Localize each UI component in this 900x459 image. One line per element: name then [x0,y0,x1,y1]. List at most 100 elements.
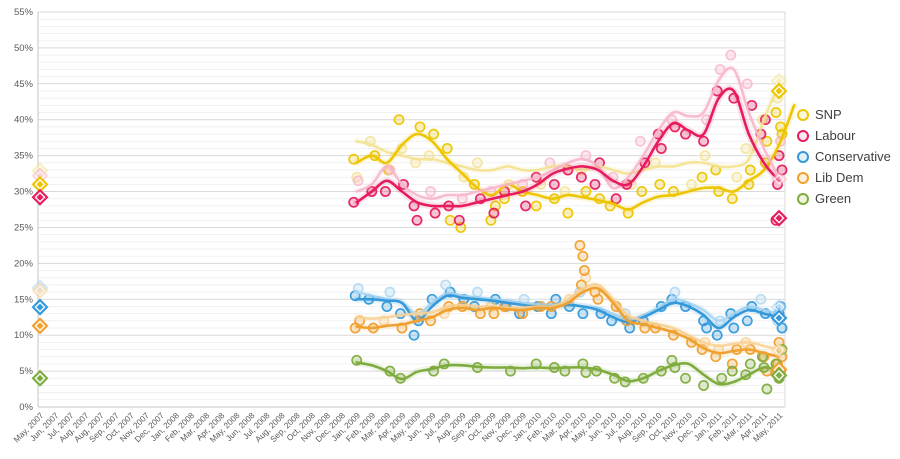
labour-trend-lines [353,64,783,210]
snp-poll-point [444,214,456,226]
lib-dem-trend-lines [353,280,783,361]
lib-dem-poll-point [574,239,586,251]
y-tick-label: 55% [14,7,34,18]
labour-poll-point [453,214,465,226]
green-trend-line [355,361,781,386]
election-result-diamonds [31,72,788,387]
snp-poll-point [744,164,756,176]
snp-poll-point [471,157,483,169]
conservative-poll-point [701,322,713,334]
green-2007-regional-result-diamond [31,369,49,387]
green-trend-lines [353,359,783,388]
y-tick-label: 45% [14,79,34,90]
snp-trend-line-pale [355,82,781,175]
snp-2011-constituency-result-diamond [770,72,788,90]
green-poll-point [726,365,738,377]
y-tick-label: 20% [14,258,34,269]
lib-dem-trend-line [355,286,781,358]
green-marker-icon [797,193,809,205]
conservative-marker-icon [797,151,809,163]
labour-2011-constituency-result-diamond [770,170,788,188]
legend-item-green: Green [797,192,891,206]
legend-label-labour: Labour [815,128,856,143]
y-tick-label: 0% [19,402,33,413]
snp-poll-point [654,178,666,190]
snp-poll-point [740,143,752,154]
labour-2011-regional-result-diamond [770,209,788,227]
snp-poll-point [636,186,648,197]
labour-poll-point [379,186,391,197]
green-poll-point [680,372,691,384]
snp-poll-point [348,153,360,165]
legend-item-labour: Labour [797,129,891,143]
y-tick-label: 35% [14,151,34,162]
legend-item-libdem: Lib Dem [797,171,891,185]
green-2011-regional-result-diamond [770,366,788,384]
labour-poll-point [725,49,737,61]
labour-poll-point [589,178,601,190]
green-poll-point [716,372,728,384]
lib-dem-poll-point [592,293,604,305]
labour-2007-regional-result-diamond [31,188,49,206]
green-poll-point [761,383,773,395]
snp-2007-regional-result-diamond [31,175,49,193]
snp-marker-icon [797,109,809,121]
snp-poll-point [699,150,711,162]
labour-poll-point [714,64,726,75]
snp-trend-lines [353,80,798,213]
snp-poll-point [441,143,453,154]
y-axis-labels: 0% 5% 10% 15% 20% 25% 30% 35% 40% 45% 50% 55% [14,7,34,413]
conservative-poll-point [755,293,767,305]
labour-poll-point [411,214,423,226]
conservative-poll-point [408,329,420,341]
labour-trend-line-pale [355,66,781,200]
snp-poll-point [770,107,782,118]
labour-poll-point [575,171,587,183]
labour-poll-point [741,78,753,90]
green-poll-point [744,358,756,370]
conservative-2011-constituency-result-diamond [770,298,788,316]
conservative-poll-point [577,308,589,320]
labour-marker-icon [797,130,809,142]
snp-poll-point [530,200,542,212]
legend-label-green: Green [815,191,852,206]
snp-poll-point [696,171,708,183]
lib-dem-trend-line-pale [355,283,781,351]
gridlines [38,11,785,408]
y-tick-label: 5% [19,366,33,377]
labour-poll-point [610,193,622,205]
chart-legend: SNP Labour Conservative Lib Dem Green [797,108,891,206]
snp-poll-point [761,135,773,147]
conservative-2011-regional-result-diamond [770,309,788,327]
labour-poll-point [634,135,646,147]
y-tick-label: 25% [14,223,34,234]
labour-poll-point [698,135,710,147]
labour-poll-point [429,207,441,219]
snp-2011-regional-result-diamond [770,82,788,100]
legend-item-snp: SNP [797,108,891,122]
lib-dem-poll-point [577,250,589,262]
labour-poll-point [488,207,500,219]
snp-poll-point [458,171,470,183]
y-tick-label: 10% [14,330,34,341]
legend-label-conservative: Conservative [815,149,891,164]
labour-poll-point [655,143,667,154]
y-tick-label: 40% [14,115,34,126]
conservative-trend-line [355,294,781,330]
snp-poll-point [686,178,697,190]
conservative-poll-point [728,322,740,334]
snp-poll-point [393,114,405,126]
legend-label-snp: SNP [815,107,842,122]
labour-poll-point [548,178,560,190]
conservative-poll-point [669,286,681,298]
lib-dem-2007-regional-result-diamond [31,317,49,335]
snp-scatter-points [348,85,788,233]
labour-poll-point [520,200,532,212]
snp-poll-point [726,193,738,205]
labour-2007-constituency-result-diamond [31,167,49,185]
lib-dem-2007-constituency-result-diamond [31,282,49,300]
legend-item-conservative: Conservative [797,150,891,164]
